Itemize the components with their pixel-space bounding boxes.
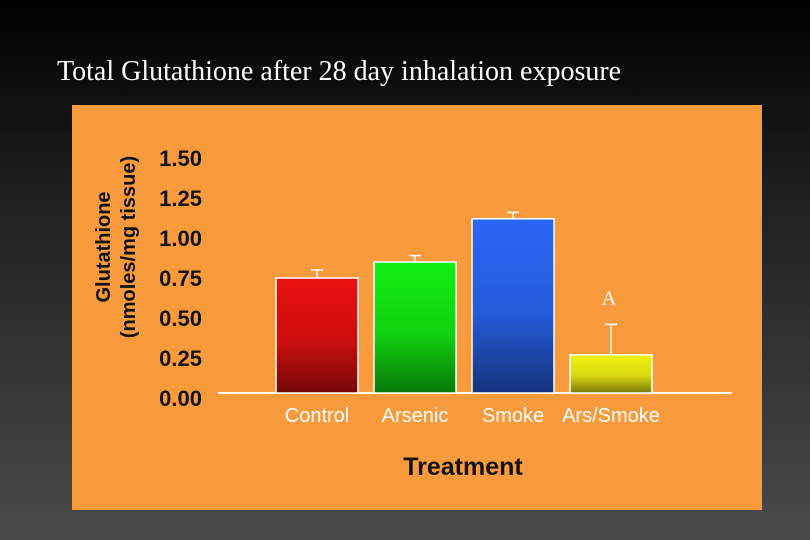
bar-control: [275, 277, 359, 394]
significance-annotation: A: [602, 287, 617, 309]
x-axis-title: Treatment: [403, 453, 523, 481]
x-axis-categories: Control Arsenic Smoke Ars/Smoke: [285, 405, 660, 427]
x-category-label: Ars/Smoke: [562, 405, 660, 427]
y-tick-label: 0.50: [159, 306, 202, 331]
bar-ars-smoke: [569, 354, 653, 394]
y-tick-label: 1.00: [159, 226, 202, 251]
bars: A: [275, 211, 653, 394]
y-tick-label: 1.25: [159, 186, 202, 211]
slide-title: Total Glutathione after 28 day inhalatio…: [57, 56, 622, 87]
y-axis-title-line2: (nmoles/mg tissue): [118, 156, 140, 338]
y-tick-label: 0.75: [159, 266, 202, 291]
x-category-label: Smoke: [482, 405, 544, 427]
bar-chart: Glutathione (nmoles/mg tissue) 0.000.250…: [93, 146, 732, 481]
bar-arsenic: [373, 261, 457, 394]
x-category-label: Control: [285, 405, 349, 427]
chart-panel: Glutathione (nmoles/mg tissue) 0.00 0.25 0…: [72, 105, 762, 510]
y-axis-ticks: 0.00 0.25 0.50 0.75 1.00 1.25 1.50: [159, 146, 202, 411]
y-tick-label: 1.50: [159, 146, 202, 171]
y-tick-label: 0.25: [159, 346, 202, 371]
y-axis-title: Glutathione (nmoles/mg tissue): [93, 156, 140, 338]
y-tick-label: 0.00: [159, 386, 202, 411]
x-category-label: Arsenic: [382, 405, 449, 427]
y-axis-title-line1: Glutathione: [93, 191, 115, 302]
bar-smoke: [471, 218, 555, 394]
